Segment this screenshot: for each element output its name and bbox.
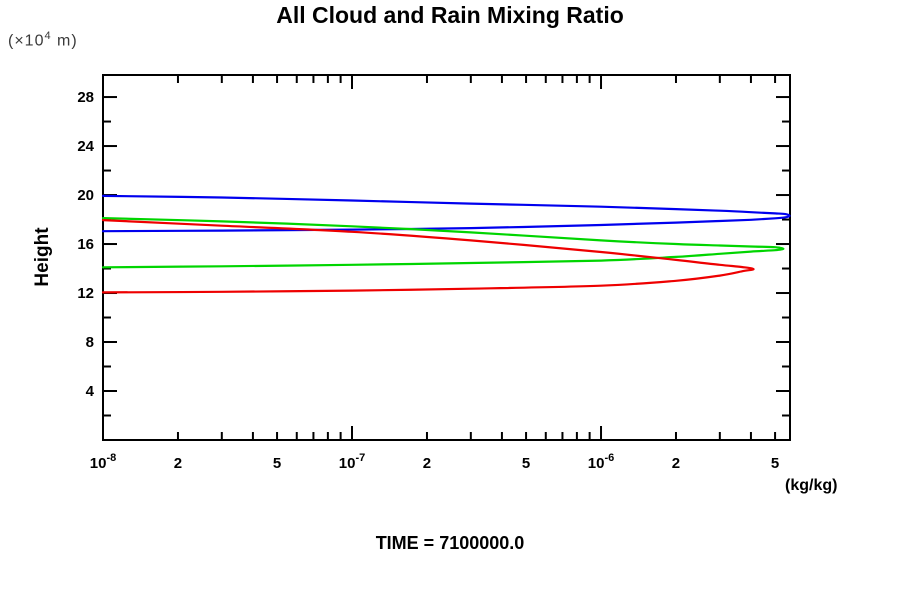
blue-curve	[101, 194, 791, 233]
x-tick-label: 10-8	[90, 452, 116, 472]
y-tick-label: 16	[77, 236, 94, 253]
x-tick-label: 5	[522, 455, 530, 472]
y-axis-unit: (×104 m)	[8, 30, 78, 50]
x-tick-label: 2	[672, 455, 680, 472]
x-tick-label: 2	[174, 455, 182, 472]
y-tick-label: 28	[77, 89, 94, 106]
chart-title: All Cloud and Rain Mixing Ratio	[276, 2, 624, 28]
x-axis-unit: (kg/kg)	[785, 477, 838, 494]
x-tick-label: 5	[771, 455, 779, 472]
red-curve	[101, 219, 755, 294]
x-tick-label: 2	[423, 455, 431, 472]
y-tick-label: 20	[77, 187, 94, 204]
x-tick-label: 5	[273, 455, 281, 472]
x-tick-label: 10-6	[588, 452, 614, 472]
y-tick-label: 4	[86, 383, 95, 400]
x-tick-exponent: -8	[106, 452, 116, 464]
y-axis-unit-post: m)	[51, 32, 78, 50]
green-curve	[101, 217, 785, 269]
y-axis-unit-sup: 4	[44, 30, 52, 42]
time-annotation: TIME = 7100000.0	[375, 533, 525, 553]
y-axis-unit-pre: (×10	[8, 32, 45, 50]
y-tick-label: 24	[77, 138, 94, 155]
x-tick-exponent: -7	[355, 452, 365, 464]
y-tick-label: 8	[86, 334, 94, 351]
plot-frame	[102, 74, 791, 441]
y-tick-label: 12	[77, 285, 94, 302]
x-tick-exponent: -6	[604, 452, 614, 464]
x-tick-label: 10-7	[339, 452, 365, 472]
